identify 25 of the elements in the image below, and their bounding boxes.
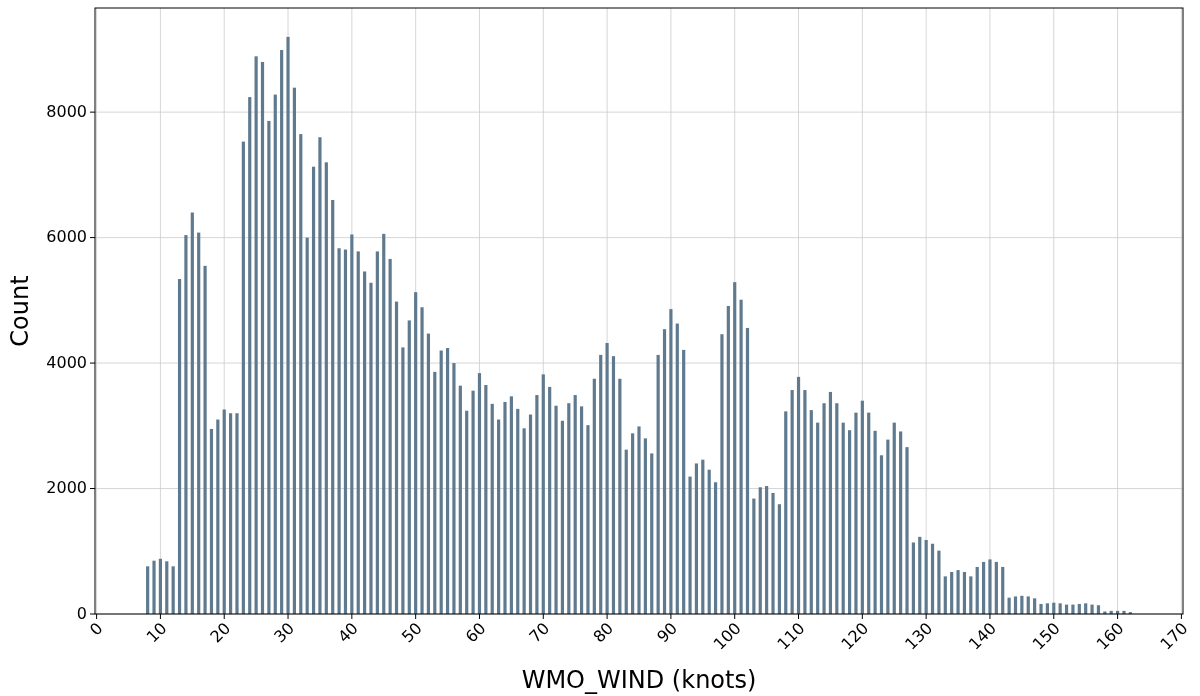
x-tick-label: 170 [1156, 618, 1192, 654]
y-tick-label: 4000 [46, 352, 87, 372]
x-tick-label: 140 [964, 618, 1000, 654]
x-tick-label: 150 [1028, 618, 1064, 654]
y-tick-label: 0 [76, 603, 87, 623]
y-axis-title: Count [6, 275, 34, 347]
x-tick-label: 70 [525, 618, 554, 647]
x-tick-label: 130 [901, 618, 937, 654]
x-tick-label: 100 [709, 618, 745, 654]
x-tick-label: 110 [773, 618, 809, 654]
x-axis-title: WMO_WIND (knots) [521, 666, 757, 694]
x-tick-label: 80 [589, 618, 618, 647]
x-tick-label: 60 [461, 618, 490, 647]
x-tick-label: 50 [397, 618, 426, 647]
y-tick-label: 2000 [46, 478, 87, 498]
x-tick-label: 10 [142, 618, 171, 647]
x-tick-label: 40 [334, 618, 362, 647]
x-tick-label: 90 [653, 618, 681, 647]
x-tick-label: 0 [85, 618, 107, 640]
x-tick-label: 30 [270, 618, 299, 647]
x-tick-label: 160 [1092, 618, 1128, 654]
x-tick-label: 20 [206, 618, 235, 647]
x-tick-label: 120 [837, 618, 873, 654]
y-tick-label: 6000 [46, 227, 87, 247]
y-tick-label: 8000 [46, 101, 87, 121]
